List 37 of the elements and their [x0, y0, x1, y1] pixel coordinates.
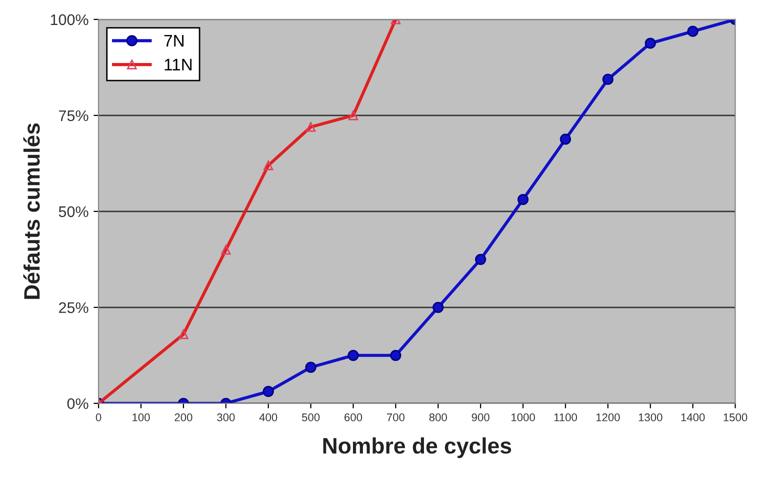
line-series — [98, 19, 736, 404]
legend-label: 7N — [164, 35, 184, 47]
x-tick-label: 300 — [217, 413, 235, 422]
point — [348, 350, 359, 361]
x-tick-label: 700 — [386, 413, 405, 422]
point — [560, 134, 572, 145]
point — [262, 386, 274, 398]
x-tick-label: 1500 — [724, 413, 748, 422]
point — [475, 254, 486, 265]
point — [644, 38, 656, 49]
x-axis-title: Nombre de cycles — [323, 437, 512, 458]
x-tick-label: 1400 — [681, 413, 705, 422]
y-tick-label: 100% — [50, 14, 88, 26]
y-axis-title: Défauts cumulés — [23, 123, 40, 299]
y-tick-label: 25% — [59, 302, 88, 314]
point — [390, 350, 402, 361]
legend-label: 11N — [164, 58, 192, 70]
point — [687, 26, 698, 37]
x-tick-label: 0 — [96, 413, 102, 422]
point — [602, 74, 614, 85]
x-tick-label: 900 — [472, 413, 490, 422]
y-tick-label: 75% — [59, 110, 88, 122]
x-tick-label: 1300 — [638, 413, 662, 422]
x-tick-label: 800 — [429, 413, 447, 422]
x-tick-label: 600 — [344, 413, 362, 422]
x-tick-label: 400 — [259, 413, 278, 422]
y-tick-label: 0% — [67, 398, 88, 410]
point — [432, 302, 444, 313]
x-tick-label: 100 — [132, 413, 150, 422]
x-tick-label: 1200 — [596, 413, 620, 422]
point — [517, 194, 529, 206]
y-tick-label: 50% — [58, 206, 88, 218]
x-tick-label: 1100 — [554, 413, 577, 422]
x-tick-label: 500 — [302, 413, 320, 422]
x-tick-label: 200 — [174, 413, 192, 422]
point — [305, 362, 316, 373]
x-tick-label: 1000 — [512, 413, 535, 422]
